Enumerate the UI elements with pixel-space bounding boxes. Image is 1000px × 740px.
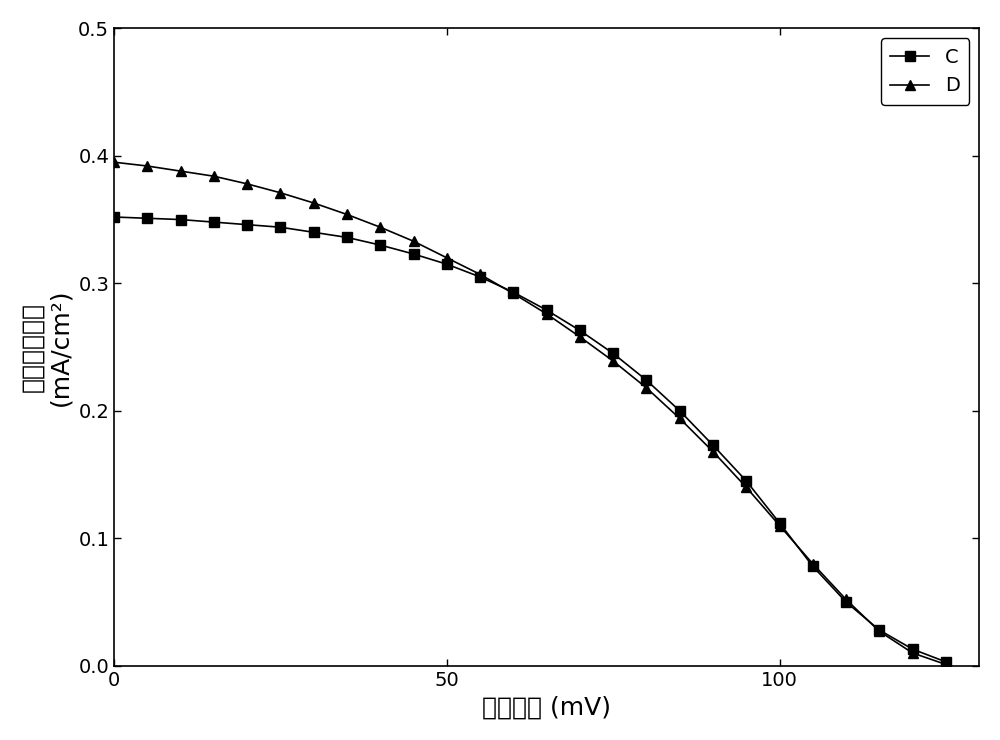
D [740, 482, 752, 491]
Line: D: D [109, 158, 951, 670]
C [574, 326, 586, 335]
D [807, 559, 819, 568]
D [341, 210, 353, 219]
D [607, 357, 619, 366]
C [740, 477, 752, 485]
C [674, 406, 686, 415]
C [341, 233, 353, 242]
C [441, 260, 453, 269]
D [374, 223, 386, 232]
D [574, 332, 586, 341]
D [408, 237, 420, 246]
D [241, 179, 253, 188]
C [907, 645, 919, 653]
D [208, 172, 220, 181]
D [474, 270, 486, 279]
C [840, 598, 852, 607]
C [707, 441, 719, 450]
C [175, 215, 187, 224]
C [274, 223, 286, 232]
C [607, 349, 619, 358]
D [108, 158, 120, 166]
C [807, 562, 819, 571]
D [907, 648, 919, 657]
D [274, 189, 286, 198]
C [208, 218, 220, 226]
D [707, 447, 719, 456]
D [840, 595, 852, 604]
D [940, 660, 952, 669]
C [241, 221, 253, 229]
C [774, 519, 786, 528]
Y-axis label: 短路电流密度
(mA/cm²): 短路电流密度 (mA/cm²) [21, 289, 73, 406]
D [175, 166, 187, 175]
D [507, 289, 519, 298]
D [640, 383, 652, 392]
C [374, 240, 386, 249]
C [541, 306, 553, 314]
D [674, 414, 686, 423]
C [873, 625, 885, 634]
C [940, 657, 952, 666]
C [141, 214, 153, 223]
Legend: C, D: C, D [881, 38, 969, 105]
D [774, 521, 786, 530]
X-axis label: 开路电压 (mV): 开路电压 (mV) [482, 695, 611, 719]
C [474, 272, 486, 281]
D [541, 309, 553, 318]
C [408, 249, 420, 258]
Line: C: C [109, 212, 951, 667]
D [873, 627, 885, 636]
D [308, 198, 320, 207]
D [441, 253, 453, 262]
C [308, 228, 320, 237]
C [507, 288, 519, 297]
D [141, 161, 153, 170]
C [640, 376, 652, 385]
C [108, 212, 120, 221]
